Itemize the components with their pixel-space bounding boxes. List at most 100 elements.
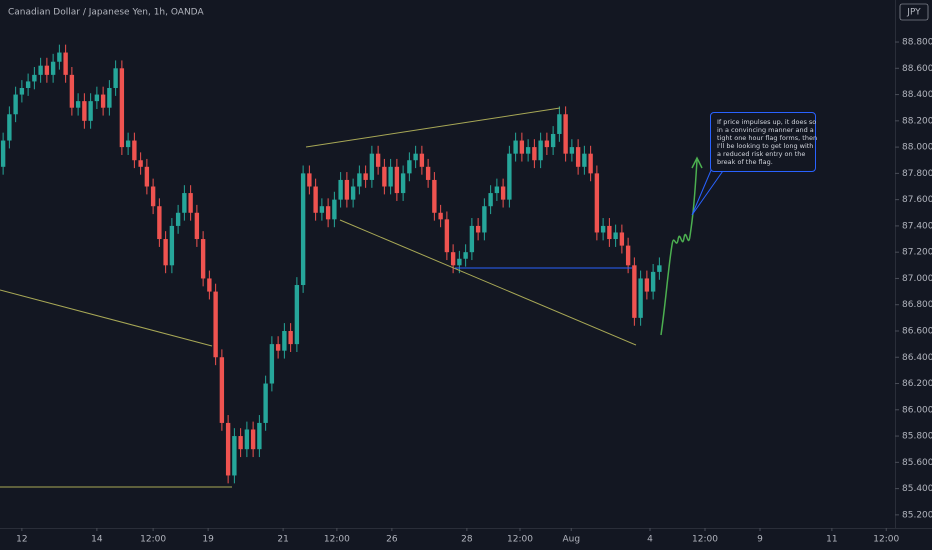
y-tick-label: 86.000	[902, 405, 932, 415]
candle-body	[75, 101, 81, 108]
candle-body	[38, 65, 43, 75]
candle-body	[563, 114, 568, 154]
candle-body	[338, 179, 343, 200]
candle-body	[119, 68, 125, 148]
candle-body	[313, 186, 318, 213]
candle-body	[319, 206, 325, 213]
candle-body	[369, 153, 375, 180]
candle-body	[600, 225, 606, 233]
candle-body	[69, 74, 75, 108]
candle-body	[375, 153, 381, 167]
y-tick-label: 88.600	[902, 64, 932, 74]
y-tick-label: 85.800	[902, 432, 932, 442]
candle-body	[450, 252, 456, 266]
candle-body	[575, 147, 581, 167]
callout-tail	[691, 167, 726, 216]
x-tick-label: 26	[386, 535, 398, 545]
candle-body	[32, 74, 37, 82]
candle-body	[332, 199, 337, 220]
candle-body	[344, 179, 350, 200]
candle-body	[632, 265, 637, 318]
x-tick-label: 11	[826, 535, 837, 545]
candle-body	[113, 68, 118, 88]
candles	[0, 44, 662, 484]
y-tick-label: 87.600	[902, 195, 932, 205]
candle-body	[432, 179, 437, 213]
candle-body	[425, 166, 431, 180]
x-tick-label: 12	[16, 535, 27, 545]
candle-body	[419, 153, 425, 167]
candle-body	[200, 239, 206, 279]
candle-body	[175, 212, 181, 226]
candle-body	[207, 278, 212, 292]
candle-body	[7, 114, 12, 141]
candle-body	[100, 94, 106, 108]
x-tick-label: 9	[757, 535, 763, 545]
y-tick-label: 86.600	[902, 326, 932, 336]
candle-body	[607, 225, 612, 240]
candle-body	[244, 429, 250, 450]
candle-body	[413, 153, 418, 161]
candle-body	[163, 239, 168, 266]
candle-body	[225, 422, 231, 476]
candle-body	[213, 291, 218, 358]
trend-line	[0, 289, 213, 347]
candle-body	[488, 193, 493, 207]
candle-body	[107, 88, 112, 108]
y-tick-label: 88.200	[902, 116, 932, 126]
annotation-line: in a convincing manner and a	[717, 126, 814, 134]
projection-arrow	[660, 159, 698, 336]
candle-body	[582, 153, 587, 167]
currency-box	[899, 3, 929, 21]
x-tick-label: 14	[91, 535, 103, 545]
candle-body	[394, 166, 400, 194]
candle-body	[307, 173, 312, 187]
candle-body	[144, 166, 150, 187]
y-tick-label: 86.200	[902, 379, 932, 389]
candle-body	[538, 140, 543, 161]
candle-body	[482, 206, 487, 233]
candle-body	[194, 212, 200, 240]
x-tick-label: 12:00	[324, 535, 350, 545]
candle-body	[625, 245, 631, 266]
y-tick-label: 88.000	[902, 143, 932, 153]
candle-body	[519, 140, 525, 154]
candle-body	[94, 94, 100, 102]
candle-body	[125, 140, 131, 148]
x-tick-label: 4	[647, 535, 653, 545]
candle-body	[63, 52, 68, 75]
candle-body	[619, 232, 625, 246]
y-tick-label: 87.000	[902, 274, 932, 284]
y-tick-label: 85.200	[902, 510, 932, 520]
candle-body	[382, 166, 387, 187]
candle-body	[569, 147, 575, 154]
candle-body	[44, 65, 50, 75]
y-tick-label: 85.600	[902, 458, 932, 468]
candle-body	[500, 186, 506, 200]
candle-body	[494, 186, 500, 194]
candle-body	[363, 173, 368, 180]
y-tick-label: 85.400	[902, 484, 932, 494]
candle-body	[463, 252, 468, 259]
y-tick-label: 88.400	[902, 90, 932, 100]
candle-body	[388, 166, 393, 187]
y-tick-label: 87.200	[902, 248, 932, 258]
y-tick-label: 86.800	[902, 300, 932, 310]
y-tick-label: 86.400	[902, 353, 932, 363]
candle-body	[657, 265, 662, 272]
x-tick-label: 12:00	[873, 535, 899, 545]
candle-body	[88, 101, 93, 121]
candle-body	[182, 193, 187, 213]
candle-body	[288, 330, 293, 345]
candle-body	[132, 140, 137, 161]
trend-line	[339, 219, 637, 346]
candle-body	[25, 81, 31, 88]
candle-body	[532, 147, 537, 161]
y-tick-label: 88.800	[902, 38, 932, 48]
candle-body	[263, 383, 268, 423]
candle-body	[294, 285, 300, 345]
x-tick-label: 19	[202, 535, 214, 545]
